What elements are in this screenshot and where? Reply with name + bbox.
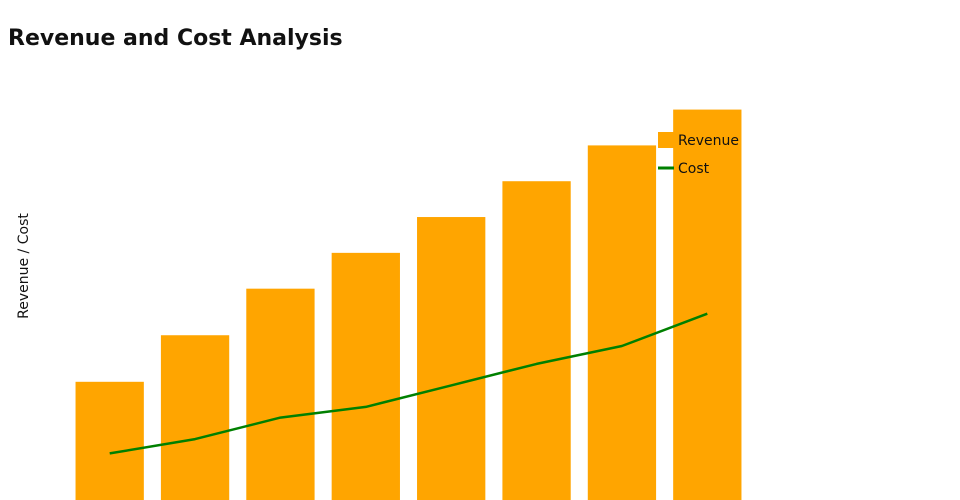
chart-title: Revenue and Cost Analysis <box>8 26 343 51</box>
cost-line <box>109 312 708 455</box>
y-axis-label: Revenue / Cost <box>16 213 32 319</box>
revenue-bar <box>75 381 144 500</box>
legend-revenue-label: Revenue <box>678 133 739 149</box>
revenue-bar <box>587 145 657 500</box>
revenue-bar <box>502 181 571 500</box>
revenue-bar <box>160 335 230 500</box>
revenue-bar <box>417 217 486 500</box>
bars-layer <box>75 109 742 500</box>
revenue-bar <box>331 252 400 500</box>
revenue-bar <box>246 288 315 500</box>
revenue-bar <box>673 109 742 500</box>
legend: Revenue Cost <box>658 132 739 177</box>
legend-revenue-swatch <box>658 132 674 148</box>
line-layer <box>109 312 708 455</box>
legend-cost-label: Cost <box>678 161 710 177</box>
